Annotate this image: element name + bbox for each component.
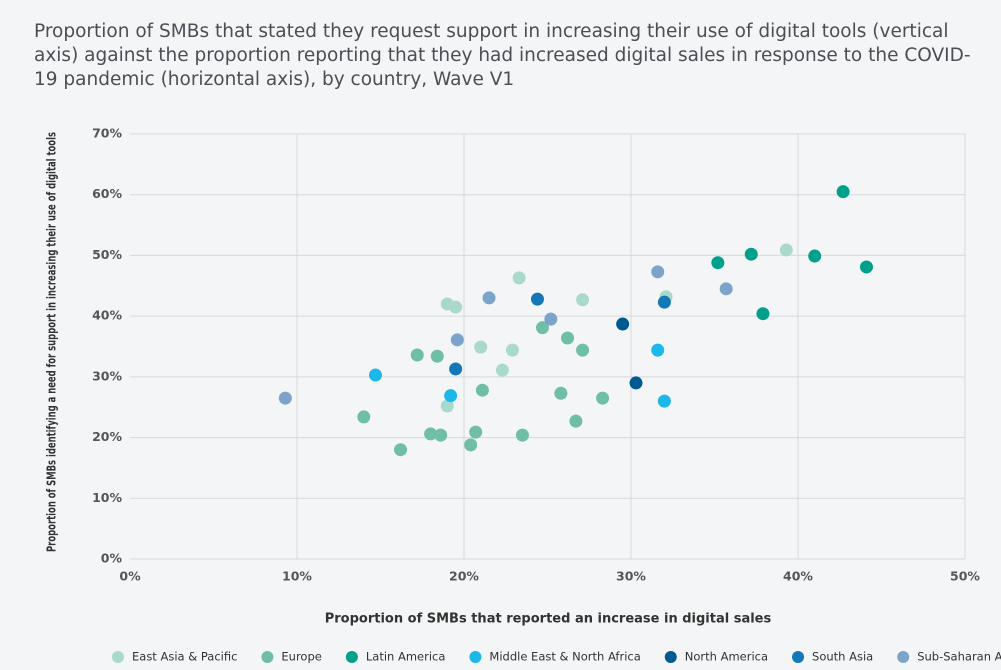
point <box>278 391 292 405</box>
point <box>569 414 583 428</box>
x-tick-label: 0% <box>119 569 141 584</box>
y-tick-label: 20% <box>92 429 122 444</box>
y-tick-label: 30% <box>92 368 122 383</box>
point <box>474 340 488 354</box>
point <box>430 349 444 363</box>
point <box>515 428 529 442</box>
x-tick-label: 20% <box>449 569 479 584</box>
legend-label: Latin America <box>366 650 446 664</box>
point <box>657 295 671 309</box>
point <box>512 271 526 285</box>
point <box>779 243 793 257</box>
point <box>449 362 463 376</box>
point <box>808 249 822 263</box>
point <box>719 282 733 296</box>
y-tick-label: 10% <box>92 490 122 505</box>
x-tick-label: 40% <box>783 569 813 584</box>
point <box>449 300 463 314</box>
point <box>651 265 665 279</box>
y-tick-label: 60% <box>92 186 122 201</box>
x-axis-label: Proportion of SMBs that reported an incr… <box>325 612 772 627</box>
point <box>629 376 643 390</box>
point <box>836 185 850 199</box>
x-tick-label: 10% <box>282 569 312 584</box>
point <box>424 427 438 441</box>
point <box>450 333 464 347</box>
point <box>530 292 544 306</box>
legend: East Asia & Pacific Europe Latin America Mi… <box>112 650 1001 664</box>
point <box>744 247 758 261</box>
legend-swatch <box>469 651 482 663</box>
y-tick-label: 70% <box>92 126 122 141</box>
point <box>495 363 509 377</box>
point <box>475 383 489 397</box>
legend-label: East Asia & Pacific <box>132 650 237 664</box>
legend-label: Europe <box>281 650 321 664</box>
point <box>505 343 519 357</box>
point <box>544 312 558 326</box>
point <box>651 343 665 357</box>
y-tick-label: 50% <box>92 247 122 262</box>
y-axis-label: Proportion of SMBs identifying a need fo… <box>44 132 59 552</box>
spacer <box>0 0 1 1</box>
point <box>859 260 873 274</box>
legend-label: Sub-Saharan Africa <box>917 650 1001 664</box>
point <box>756 307 770 321</box>
legend-swatch <box>261 651 274 663</box>
point <box>657 394 671 408</box>
point <box>444 389 458 403</box>
point <box>561 331 575 345</box>
legend-label: North America <box>685 650 768 664</box>
point <box>357 410 371 424</box>
point <box>464 438 478 452</box>
x-tick-label: 50% <box>950 569 980 584</box>
point <box>440 399 454 413</box>
point <box>576 343 590 357</box>
point <box>394 443 408 457</box>
legend-swatch <box>112 651 124 663</box>
point <box>535 321 549 335</box>
point <box>410 348 424 362</box>
point <box>368 368 382 382</box>
x-tick-label: 30% <box>616 569 646 584</box>
point <box>434 428 448 442</box>
point <box>482 291 496 305</box>
y-tick-label: 40% <box>92 308 122 323</box>
legend-swatch <box>897 651 910 663</box>
chart-title: Proportion of SMBs that stated they requ… <box>34 21 971 90</box>
point <box>616 317 630 331</box>
legend-label: South Asia <box>812 650 873 664</box>
point <box>469 425 483 439</box>
legend-label: Middle East & North Africa <box>489 650 640 664</box>
point <box>576 293 590 307</box>
legend-swatch <box>664 651 677 663</box>
point <box>596 391 610 405</box>
legend-swatch <box>792 651 805 663</box>
y-tick-label: 0% <box>101 551 123 566</box>
point <box>711 256 725 270</box>
point <box>554 386 568 400</box>
legend-swatch <box>345 651 358 663</box>
